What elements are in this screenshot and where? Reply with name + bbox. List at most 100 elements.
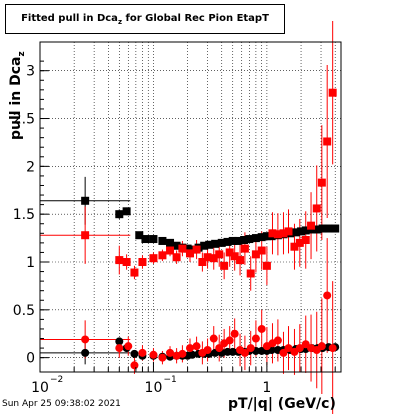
plot-frame	[39, 41, 342, 373]
data-point-circle	[192, 342, 201, 351]
data-points	[81, 88, 340, 370]
data-point-circle	[209, 334, 218, 343]
data-point-square	[240, 244, 249, 253]
data-point-square	[220, 261, 229, 270]
data-point-square	[290, 242, 299, 251]
y-tick-label: 0.5	[13, 303, 35, 319]
data-point-circle	[149, 350, 158, 359]
title-rest: for Global Rec Pion EtapT	[122, 13, 269, 24]
data-point-circle	[225, 336, 234, 345]
data-point-square	[257, 246, 266, 255]
y-tick-label: 0	[26, 351, 35, 367]
data-point-square	[166, 246, 175, 255]
data-point-square	[225, 248, 234, 257]
data-point-circle	[328, 344, 337, 353]
data-point-square	[122, 207, 131, 216]
data-point-square	[234, 236, 243, 245]
data-point-square	[81, 196, 90, 205]
data-point-square	[273, 230, 282, 239]
x-tick-label: 1	[262, 380, 271, 396]
data-point-square	[246, 269, 255, 278]
data-point-square	[257, 233, 266, 242]
data-point-circle	[279, 348, 288, 357]
data-point-square	[301, 226, 310, 235]
data-point-circle	[203, 346, 212, 354]
data-point-circle	[230, 329, 239, 338]
data-point-square	[324, 224, 333, 233]
data-point-circle	[323, 291, 332, 300]
data-point-square	[297, 227, 306, 236]
data-point-square	[262, 232, 271, 241]
data-point-square	[313, 225, 322, 234]
data-point-square	[251, 250, 260, 259]
data-point-square	[215, 250, 224, 259]
data-point-circle	[317, 342, 326, 351]
data-point-circle	[228, 347, 237, 356]
data-point-square	[172, 253, 181, 262]
data-point-square	[331, 224, 340, 233]
data-point-circle	[130, 349, 139, 358]
data-point-square	[317, 178, 326, 187]
data-point-square	[166, 238, 175, 247]
data-point-circle	[130, 361, 139, 370]
data-point-circle	[166, 348, 175, 357]
y-tick-label: 1	[26, 255, 35, 271]
data-point-square	[115, 210, 124, 219]
data-point-square	[158, 251, 167, 260]
y-tick-label: 2	[26, 159, 35, 175]
y-tick-label: 3	[26, 64, 35, 80]
y-tick-label: 2.5	[13, 112, 35, 128]
data-point-circle	[295, 344, 304, 353]
chart-title: Fitted pull in Dcaz for Global Rec Pion …	[6, 13, 284, 26]
data-point-square	[122, 258, 131, 266]
x-tick-label: 10	[145, 380, 163, 396]
data-point-circle	[215, 344, 224, 353]
data-point-square	[203, 253, 212, 262]
data-point-square	[211, 239, 220, 248]
data-point-square	[81, 231, 90, 240]
ylabel-sub: z	[16, 51, 27, 57]
title-box: Fitted pull in Dcaz for Global Rec Pion …	[5, 4, 285, 34]
data-point-square	[284, 227, 293, 236]
data-point-circle	[115, 337, 124, 346]
data-point-square	[236, 256, 245, 265]
data-point-circle	[178, 349, 187, 358]
data-point-circle	[158, 353, 167, 362]
data-point-square	[328, 88, 337, 97]
data-point-square	[135, 231, 144, 240]
data-point-square	[178, 244, 187, 253]
data-point-square	[279, 229, 288, 238]
data-point-circle	[115, 344, 124, 353]
data-point-square	[200, 241, 209, 250]
data-point-circle	[138, 348, 147, 357]
data-point-square	[205, 240, 214, 249]
data-point-circle	[273, 336, 282, 345]
data-point-square	[307, 221, 316, 230]
data-point-square	[268, 229, 277, 238]
data-point-square	[192, 245, 201, 254]
data-point-circle	[124, 342, 133, 351]
ylabel-main: pull in Dca	[8, 56, 24, 140]
data-point-square	[172, 241, 181, 250]
data-point-circle	[257, 324, 266, 333]
x-tick-exponent: −2	[50, 375, 63, 385]
data-point-square	[186, 249, 195, 258]
data-point-square	[323, 137, 332, 146]
data-point-square	[223, 237, 232, 246]
data-point-square	[130, 268, 139, 277]
y-axis-label: pull in Dcaz	[8, 51, 27, 140]
data-point-circle	[81, 348, 90, 357]
data-point-square	[240, 236, 249, 244]
data-point-square	[245, 235, 254, 244]
data-point-square	[217, 238, 226, 247]
data-point-square	[149, 254, 158, 263]
data-point-square	[301, 236, 310, 244]
grid-lines	[39, 42, 341, 372]
data-point-square	[183, 244, 192, 253]
data-point-square	[149, 235, 158, 244]
data-point-circle	[81, 335, 90, 344]
data-point-circle	[251, 334, 260, 343]
data-point-square	[141, 235, 150, 244]
